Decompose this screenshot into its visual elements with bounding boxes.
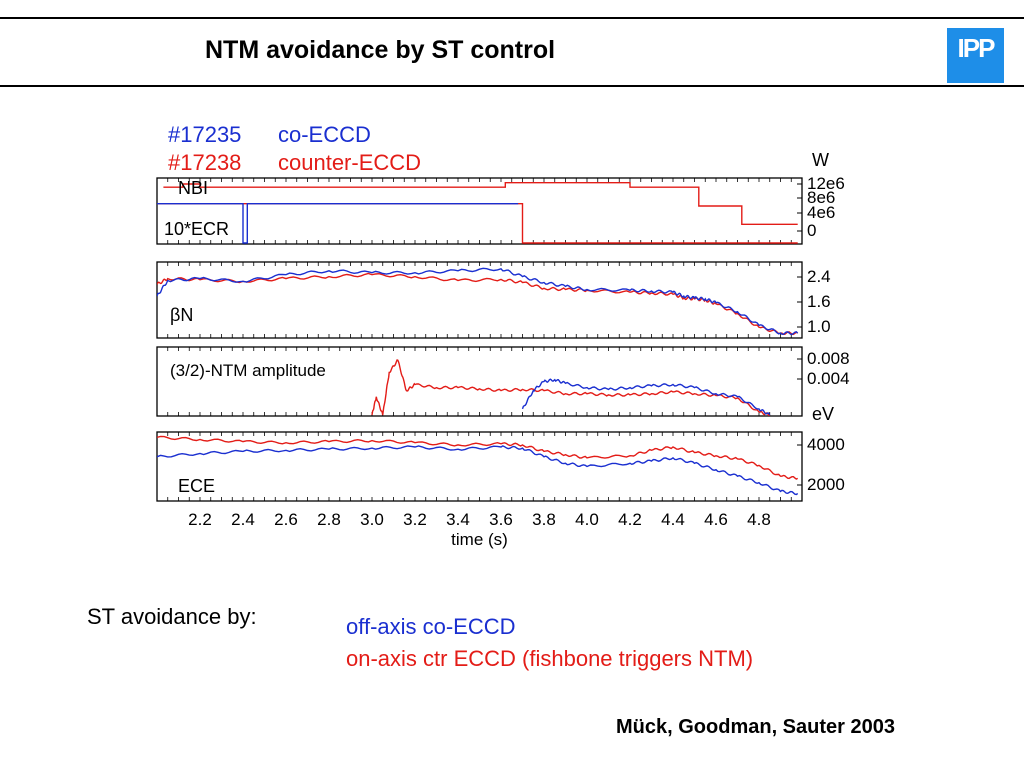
unit-label: W: [812, 150, 829, 170]
x-tick-label: 2.4: [231, 510, 255, 529]
y-tick-label: 1.0: [807, 317, 831, 336]
x-tick-label: 3.6: [489, 510, 513, 529]
y-tick-label: 0: [807, 221, 816, 240]
citation: Mück, Goodman, Sauter 2003: [616, 716, 895, 738]
y-tick-label: 0.004: [807, 369, 850, 388]
ntm-figure: #17235 co-ECCD #17238 counter-ECCD NBI 10*EC…: [150, 112, 850, 557]
ntm-chart: #17235 co-ECCD #17238 counter-ECCD NBI 10*EC…: [156, 122, 850, 549]
y-tick-label: 8e6: [807, 188, 835, 207]
series-power-1: [157, 202, 798, 244]
legend-name-1: counter-ECCD: [278, 150, 421, 175]
series-power-2: [157, 202, 519, 244]
panel-label: NBI: [178, 178, 208, 198]
panel-label: (3/2)-NTM amplitude: [170, 361, 326, 380]
x-tick-label: 3.8: [532, 510, 556, 529]
st-avoidance-label: ST avoidance by:: [87, 604, 257, 629]
series-ece-1: [157, 445, 799, 496]
avoidance-item-ctr-eccd: on-axis ctr ECCD (fishbone triggers NTM): [346, 646, 754, 671]
x-tick-label: 4.4: [661, 510, 685, 529]
y-tick-label: 0.008: [807, 349, 850, 368]
series-ntm-0: [371, 359, 771, 416]
x-axis: 2.2 2.4 2.6 2.8 3.0 3.2 3.4 3.6 3.8 4.0 4.2 4.4 4.6 4…: [188, 510, 771, 549]
y-tick-label: 2.4: [807, 267, 831, 286]
x-tick-label: 4.0: [575, 510, 599, 529]
avoidance-item-co-eccd: off-axis co-ECCD: [346, 614, 516, 639]
y-tick-label: 4e6: [807, 203, 835, 222]
x-tick-label: 4.2: [618, 510, 642, 529]
title-rule: [0, 85, 1024, 87]
legend-shot-1: #17238: [168, 150, 241, 175]
slide-title: NTM avoidance by ST control: [205, 36, 556, 64]
y-tick-label: 4000: [807, 435, 845, 454]
series-beta-0: [157, 272, 799, 336]
top-rule: [0, 17, 1024, 19]
y-tick-label: 2000: [807, 475, 845, 494]
panel-label: βN: [170, 305, 193, 325]
x-tick-label: 2.2: [188, 510, 212, 529]
x-tick-label: 3.0: [360, 510, 384, 529]
x-tick-label: 2.8: [317, 510, 341, 529]
x-tick-label: 4.8: [747, 510, 771, 529]
panel-label: ECE: [178, 476, 215, 496]
panel-label: 10*ECR: [164, 219, 229, 239]
series-ece-0: [157, 435, 799, 480]
chart-legend: #17235 co-ECCD #17238 counter-ECCD: [168, 122, 421, 175]
series-beta-1: [157, 267, 799, 336]
x-tick-label: 2.6: [274, 510, 298, 529]
ipp-logo: IPP: [947, 28, 1004, 83]
panel-frame: [156, 346, 803, 417]
x-tick-label: 3.4: [446, 510, 470, 529]
x-tick-label: 4.6: [704, 510, 728, 529]
unit-label: eV: [812, 404, 834, 424]
panel-beta: βN 2.4 1.6 1.0: [156, 261, 831, 339]
series-power-0: [163, 181, 798, 226]
series-ntm-1: [521, 378, 771, 416]
legend-name-0: co-ECCD: [278, 122, 371, 147]
y-tick-label: 1.6: [807, 292, 831, 311]
panel-ece: ECE 4000 2000 eV: [156, 404, 845, 502]
y-tick-label: 12e6: [807, 174, 845, 193]
x-axis-label: time (s): [451, 530, 508, 549]
legend-shot-0: #17235: [168, 122, 241, 147]
x-tick-label: 3.2: [403, 510, 427, 529]
